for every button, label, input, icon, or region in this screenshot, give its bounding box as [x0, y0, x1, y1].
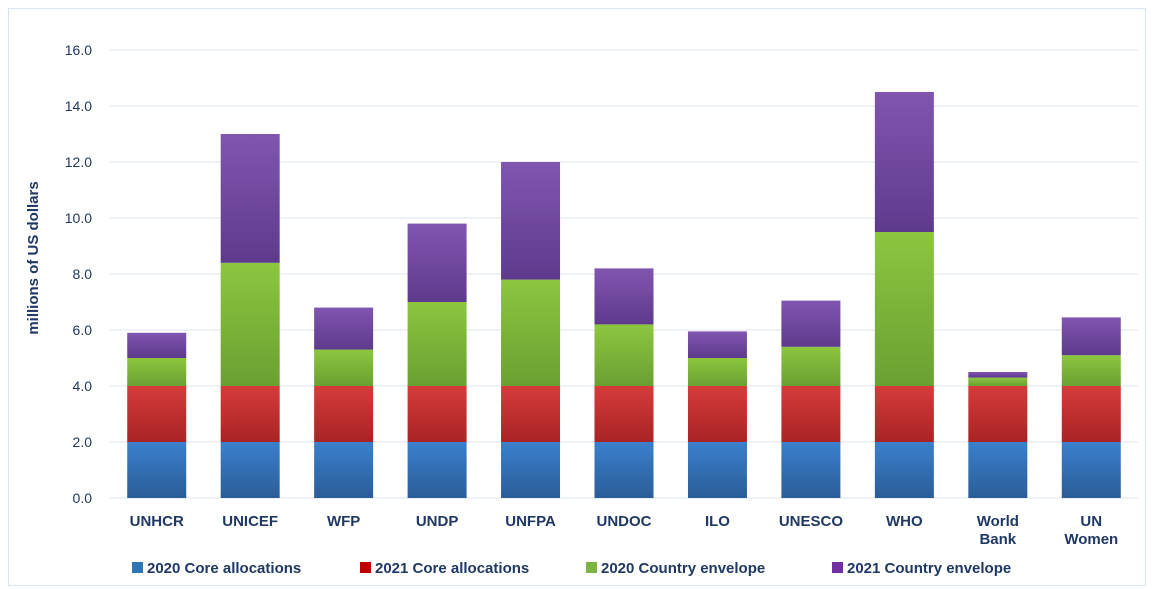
bar-segment [874, 232, 934, 386]
legend-swatch [832, 562, 843, 573]
y-tick-label: 4.0 [73, 378, 93, 394]
x-category-label: UNDP [416, 513, 459, 530]
x-category-label: ILO [705, 513, 730, 530]
y-tick-label: 8.0 [73, 266, 93, 282]
bar-segment [874, 92, 934, 232]
bar-segment [501, 279, 561, 386]
x-category-label: WHO [886, 513, 923, 530]
bar-segment [407, 442, 467, 498]
bar-segment [220, 262, 280, 386]
bar-segment [874, 442, 934, 498]
bar-segment [314, 442, 374, 498]
bar-segment [594, 324, 654, 386]
bar-segment [1061, 355, 1121, 386]
legend-swatch [132, 562, 143, 573]
x-category-label: UNHCR [130, 513, 184, 530]
bar-segment [501, 386, 561, 442]
y-tick-label: 2.0 [73, 434, 93, 450]
bar-segment [314, 386, 374, 442]
y-axis-ticks: 0.0 2.0 4.0 6.0 8.0 10.0 12.0 14.0 16.0 [65, 42, 92, 506]
bar-segment [1061, 386, 1121, 442]
bar-segment [501, 162, 561, 280]
bar-segment [968, 372, 1028, 378]
x-category-label: UNICEF [222, 513, 278, 530]
x-category-label: Women [1064, 531, 1118, 548]
bar-segment [407, 386, 467, 442]
bar-segment [127, 358, 187, 386]
legend-swatch [586, 562, 597, 573]
bar-segment [220, 442, 280, 498]
y-axis-title: millions of US dollars [25, 181, 42, 334]
bar-segment [127, 386, 187, 442]
gridlines [110, 49, 1138, 499]
bar-segment [594, 442, 654, 498]
bar-segment [127, 332, 187, 358]
x-axis-categories: UNHCR UNICEF WFP UNDP UNFPA UNDOC ILO UNESCO WHO… [130, 513, 1119, 548]
bar-segment [874, 386, 934, 442]
y-tick-label: 14.0 [65, 98, 92, 114]
bars [127, 92, 1121, 498]
bar-segment [687, 386, 747, 442]
y-tick-label: 0.0 [73, 490, 93, 506]
bar-segment [314, 349, 374, 386]
x-category-label: UNFPA [505, 513, 556, 530]
y-tick-label: 10.0 [65, 210, 92, 226]
bar-segment [407, 223, 467, 302]
bar-segment [687, 358, 747, 386]
x-category-label: UN [1080, 513, 1102, 530]
x-category-label: World [977, 513, 1019, 530]
bar-segment [314, 307, 374, 350]
y-tick-label: 16.0 [65, 42, 92, 58]
y-tick-label: 6.0 [73, 322, 93, 338]
bar-segment [220, 134, 280, 263]
bar-segment [968, 386, 1028, 442]
bar-segment [781, 386, 841, 442]
legend: 2020 Core allocations 2021 Core allocatio… [132, 560, 1011, 577]
bar-segment [968, 377, 1028, 386]
legend-swatch [360, 562, 371, 573]
x-category-label: UNESCO [779, 513, 844, 530]
legend-label: 2021 Core allocations [375, 560, 529, 577]
bar-segment [594, 386, 654, 442]
bar-segment [1061, 317, 1121, 356]
bar-segment [501, 442, 561, 498]
bar-segment [968, 442, 1028, 498]
bar-segment [127, 442, 187, 498]
y-tick-label: 12.0 [65, 154, 92, 170]
legend-label: 2020 Country envelope [601, 560, 765, 577]
x-category-label: WFP [327, 513, 360, 530]
x-category-label: UNDOC [597, 513, 652, 530]
bar-segment [781, 442, 841, 498]
legend-label: 2020 Core allocations [147, 560, 301, 577]
chart-frame [8, 8, 1146, 586]
bar-segment [781, 300, 841, 347]
x-category-label: Bank [979, 531, 1016, 548]
bar-segment [781, 346, 841, 386]
bar-segment [407, 302, 467, 386]
bar-segment [687, 331, 747, 358]
legend-label: 2021 Country envelope [847, 560, 1011, 577]
bar-segment [687, 442, 747, 498]
bar-segment [220, 386, 280, 442]
bar-segment [594, 268, 654, 325]
bar-segment [1061, 442, 1121, 498]
